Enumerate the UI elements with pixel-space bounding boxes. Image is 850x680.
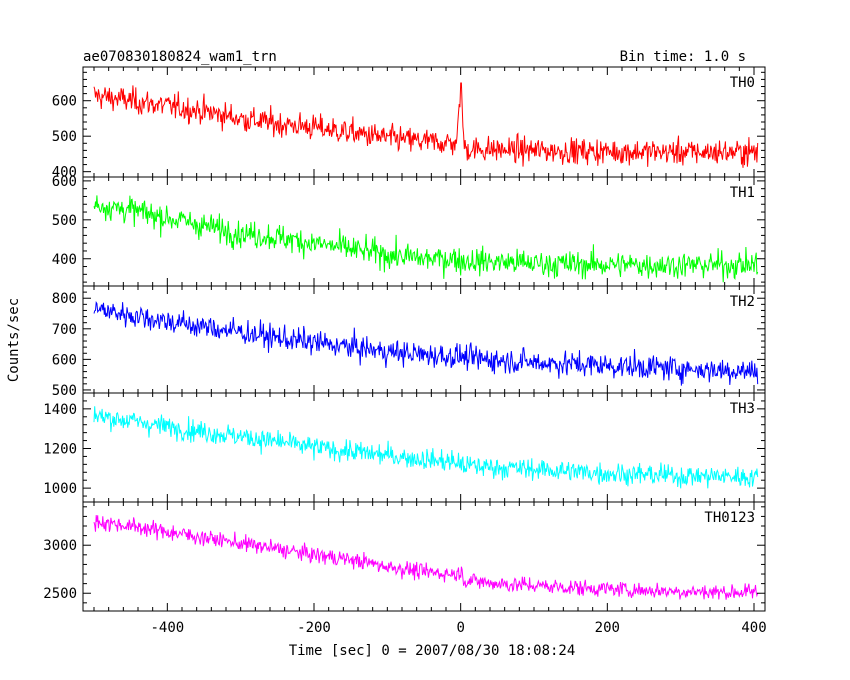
bin-time-label: Bin time: 1.0 s [620, 49, 746, 65]
panel-th1: 400 500 600 TH1 [52, 174, 766, 287]
y-tick-label: 500 [52, 129, 77, 145]
x-tick-label: -200 [297, 620, 331, 636]
y-tick-label: 400 [52, 252, 77, 268]
y-tick-label: 800 [52, 291, 77, 307]
y-tick-label: 400 [52, 165, 77, 181]
series-line-th1 [93, 195, 759, 283]
y-tick-label: 1400 [43, 402, 77, 418]
y-tick-label: 3000 [43, 538, 77, 554]
panels: 400 500 600 TH0 400 500 600 TH1 500 600 700 800 TH2 1… [43, 66, 767, 636]
series-label-th0123: TH0123 [704, 510, 755, 526]
y-tick-label: 1000 [43, 481, 77, 497]
panel-frame [82, 392, 766, 503]
y-tick-label: 500 [52, 213, 77, 229]
panel-th2: 500 600 700 800 TH2 [52, 285, 766, 399]
x-axis-label: Time [sec] 0 = 2007/08/30 18:08:24 [289, 643, 576, 659]
x-tick-label: 200 [595, 620, 620, 636]
y-tick-label: 600 [52, 352, 77, 368]
series-line-th3 [93, 406, 759, 489]
panel-th0: 400 500 600 TH0 [52, 66, 766, 181]
panel-frame [82, 501, 766, 612]
panel-frame [82, 66, 766, 178]
y-tick-label: 2500 [43, 586, 77, 602]
y-tick-label: 700 [52, 322, 77, 338]
y-axis-label: Counts/sec [6, 298, 22, 382]
x-tick-label: 0 [456, 620, 464, 636]
chart-title: ae070830180824_wam1_trn [83, 49, 277, 65]
panel-frame [82, 285, 766, 394]
panel-th3: 1000 1200 1400 TH3 [43, 392, 766, 503]
series-label-th1: TH1 [730, 185, 755, 201]
x-tick-label: 400 [741, 620, 766, 636]
series-line-th2 [93, 300, 759, 386]
series-label-th3: TH3 [730, 401, 755, 417]
y-tick-label: 600 [52, 174, 77, 190]
y-tick-label: 1200 [43, 441, 77, 457]
x-tick-label: -400 [150, 620, 184, 636]
series-label-th2: TH2 [730, 294, 755, 310]
panel-th0123: 2500 3000 TH0123 [43, 501, 766, 612]
series-line-th0 [93, 82, 759, 168]
y-tick-label: 500 [52, 383, 77, 399]
y-tick-label: 600 [52, 94, 77, 110]
series-label-th0: TH0 [730, 75, 755, 91]
series-line-th0123 [93, 515, 759, 600]
